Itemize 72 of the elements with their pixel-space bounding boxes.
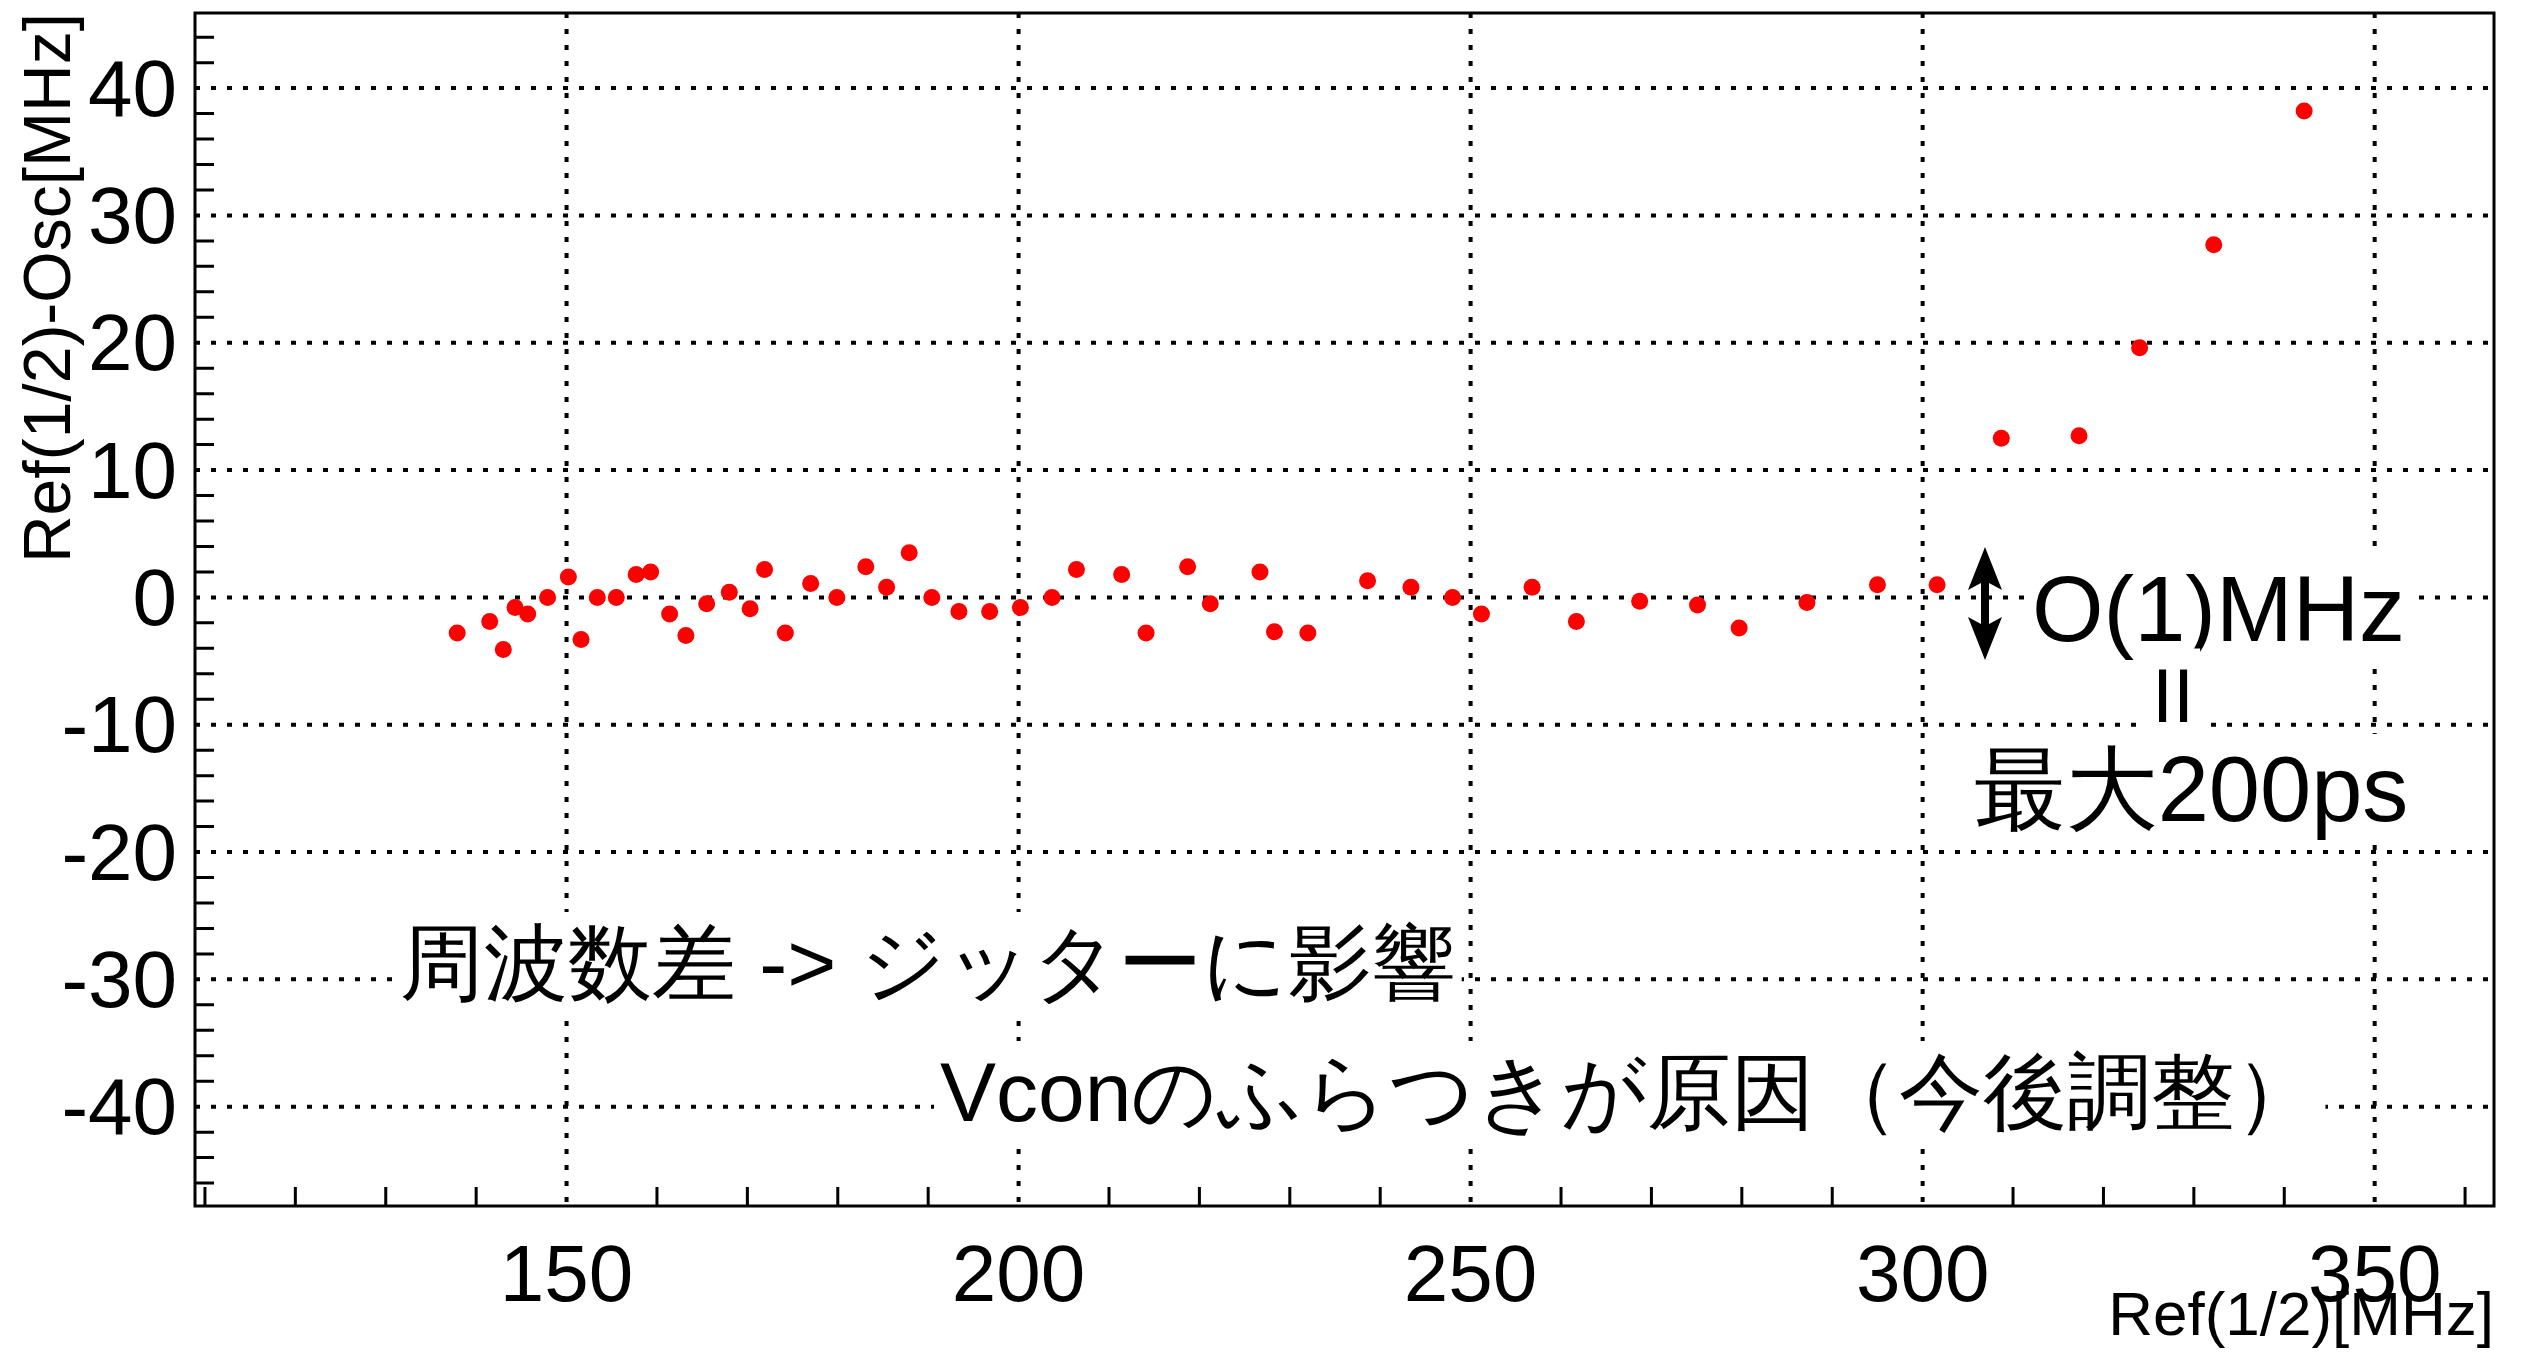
point: [661, 605, 679, 623]
point: [1179, 558, 1197, 576]
point: [642, 563, 660, 581]
point: [559, 568, 577, 586]
point: [572, 630, 590, 648]
point: [2295, 102, 2313, 120]
point: [1011, 599, 1029, 617]
point: [756, 560, 774, 578]
point: [698, 595, 716, 613]
point: [607, 588, 625, 606]
point: [1523, 578, 1541, 596]
point: [1265, 623, 1283, 641]
point: [1868, 576, 1886, 594]
point: [677, 627, 695, 645]
y-tick-label: 10: [88, 425, 177, 515]
point: [588, 588, 606, 606]
x-tick-label: 150: [499, 1229, 634, 1318]
point: [878, 578, 896, 596]
point: [2131, 339, 2149, 357]
point: [1043, 588, 1061, 606]
y-axis-title: Ref(1/2)-Osc[MHz]: [10, 13, 84, 564]
y-tick-label: -40: [61, 1062, 177, 1152]
annotation: Vconのふらつきが原因（今後調整）: [940, 1045, 2320, 1139]
point: [802, 574, 820, 592]
point: [923, 588, 941, 606]
point: [828, 588, 846, 606]
y-tick-label: -30: [61, 934, 177, 1024]
point: [720, 583, 738, 601]
point: [857, 558, 875, 576]
x-tick-label: 250: [1403, 1229, 1538, 1318]
annotation: O(1)MHz: [2032, 558, 2406, 660]
point: [519, 605, 537, 623]
y-tick-label: 40: [88, 43, 177, 133]
point: [539, 588, 557, 606]
point: [448, 624, 466, 642]
point: [1472, 605, 1490, 623]
point: [1299, 624, 1317, 642]
point: [741, 600, 759, 618]
point: [981, 602, 999, 620]
point: [1201, 595, 1219, 613]
y-tick-label: -20: [61, 807, 177, 897]
point: [950, 602, 968, 620]
point: [1730, 619, 1748, 637]
y-tick-label: 0: [132, 552, 177, 642]
point: [1444, 588, 1462, 606]
point: [1251, 563, 1269, 581]
point: [900, 544, 918, 562]
point: [506, 599, 524, 617]
y-tick-label: 20: [88, 298, 177, 388]
point: [481, 613, 499, 631]
y-tick-label: -10: [61, 680, 177, 770]
point: [494, 641, 512, 659]
annotation: 周波数差 -> ジッターに影響: [400, 916, 1456, 1010]
point: [2070, 427, 2088, 445]
x-tick-label: 200: [951, 1229, 1086, 1318]
point: [1631, 592, 1649, 610]
point: [1567, 613, 1585, 631]
point: [1689, 596, 1707, 614]
point: [1992, 429, 2010, 447]
point: [1137, 624, 1155, 642]
point: [2205, 236, 2223, 254]
x-tick-label: 300: [1855, 1229, 1990, 1318]
point: [1359, 572, 1377, 590]
point: [776, 624, 794, 642]
point: [1067, 560, 1085, 578]
point: [1113, 565, 1131, 583]
point: [1798, 594, 1816, 611]
point: [627, 565, 645, 583]
y-tick-label: 30: [88, 170, 177, 260]
point: [1928, 576, 1946, 594]
point: [1402, 578, 1420, 596]
annotation: 最大200ps: [1973, 738, 2409, 840]
